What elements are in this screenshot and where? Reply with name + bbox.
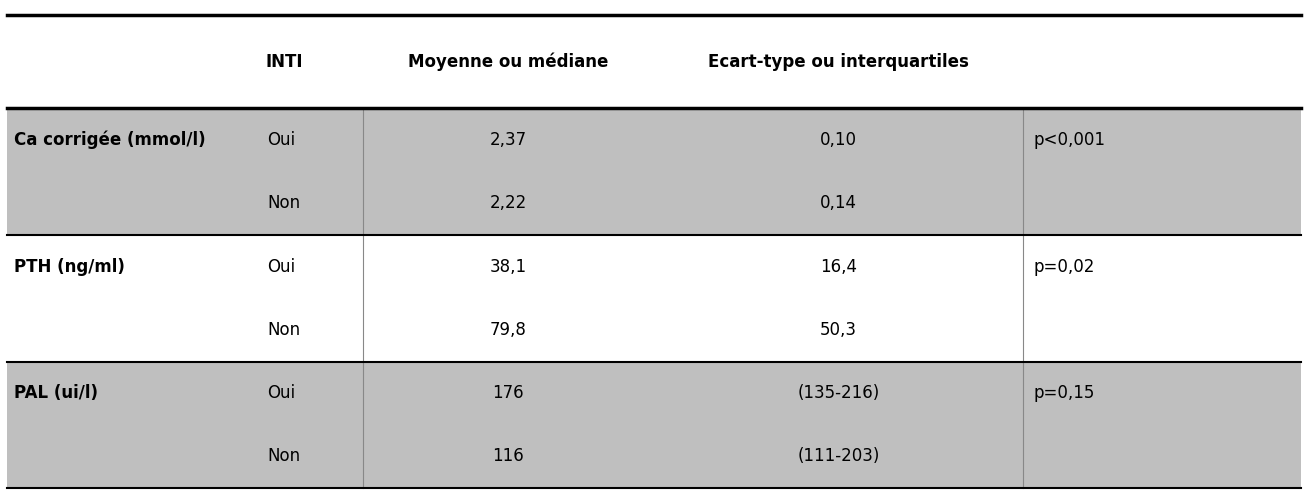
Text: 0,10: 0,10 <box>820 131 857 149</box>
Text: 50,3: 50,3 <box>820 321 857 339</box>
Text: Oui: Oui <box>267 258 296 276</box>
Text: 16,4: 16,4 <box>820 258 857 276</box>
Text: 176: 176 <box>493 384 525 402</box>
Text: Non: Non <box>267 448 300 465</box>
Text: Non: Non <box>267 321 300 339</box>
Text: (135-216): (135-216) <box>798 384 880 402</box>
Text: PTH (ng/ml): PTH (ng/ml) <box>14 258 126 276</box>
Text: Ecart-type ou interquartiles: Ecart-type ou interquartiles <box>708 53 969 70</box>
Text: p=0,15: p=0,15 <box>1033 384 1095 402</box>
Text: Non: Non <box>267 194 300 212</box>
Text: Moyenne ou médiane: Moyenne ou médiane <box>408 52 608 71</box>
Text: Oui: Oui <box>267 131 296 149</box>
Bar <box>7 108 1301 235</box>
Text: (111-203): (111-203) <box>798 448 880 465</box>
Text: p=0,02: p=0,02 <box>1033 258 1095 276</box>
Bar <box>7 235 1301 361</box>
Bar <box>7 361 1301 488</box>
Text: INTI: INTI <box>266 53 303 70</box>
Text: 2,37: 2,37 <box>489 131 527 149</box>
Text: 79,8: 79,8 <box>490 321 527 339</box>
Text: 116: 116 <box>492 448 525 465</box>
Text: 38,1: 38,1 <box>489 258 527 276</box>
Text: Ca corrigée (mmol/l): Ca corrigée (mmol/l) <box>14 131 207 149</box>
Text: Oui: Oui <box>267 384 296 402</box>
Text: 2,22: 2,22 <box>489 194 527 212</box>
Text: PAL (ui/l): PAL (ui/l) <box>14 384 98 402</box>
Text: 0,14: 0,14 <box>820 194 857 212</box>
Text: p<0,001: p<0,001 <box>1033 131 1105 149</box>
Bar <box>7 15 1301 108</box>
